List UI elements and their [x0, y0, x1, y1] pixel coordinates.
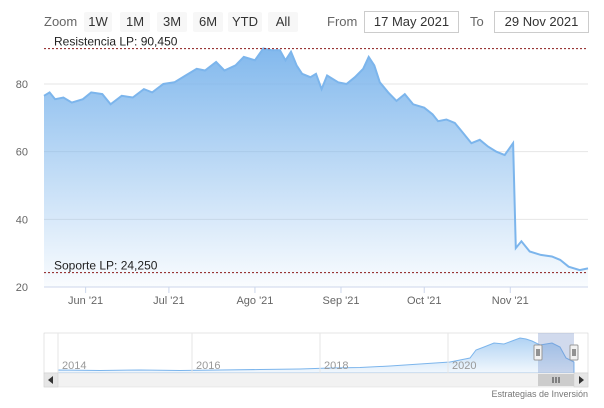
zoom-label: Zoom [44, 14, 78, 29]
navigator-left-handle[interactable] [533, 344, 543, 361]
scrollbar-track[interactable] [43, 372, 589, 388]
scrollbar[interactable] [43, 372, 589, 388]
plot-line-label: Soporte LP: 24,250 [54, 259, 158, 273]
zoom-1w-button[interactable]: 1W [84, 12, 112, 32]
arrow-right-icon [579, 376, 584, 384]
zoom-3m-button[interactable]: 3M [157, 12, 187, 32]
x-tick-label: Sep '21 [322, 295, 359, 307]
x-axis: Jun '21 Jul '21 Ago '21 Sep '21 Oct '21 Nov '… [68, 287, 529, 307]
y-tick-label: 40 [16, 214, 28, 226]
series-area [44, 48, 588, 287]
from-date-input[interactable]: 17 May 2021 [364, 11, 459, 33]
x-tick-label: Jul '21 [153, 295, 184, 307]
from-label: From [327, 14, 358, 29]
navigator-year-label: 2020 [452, 360, 476, 372]
y-axis-labels: 20 40 60 80 [16, 79, 28, 294]
arrow-left-icon [48, 376, 53, 384]
plot-lines: Resistencia LP: 90,450 Soporte LP: 24,250 [44, 35, 588, 274]
to-date-input[interactable]: 29 Nov 2021 [494, 11, 589, 33]
y-tick-label: 20 [16, 282, 28, 294]
plot-line-label: Resistencia LP: 90,450 [54, 35, 178, 49]
chart-credit: Estrategias de Inversión [491, 389, 588, 399]
zoom-ytd-button[interactable]: YTD [228, 12, 262, 32]
navigator-labels: 2014 2016 2018 2020 [57, 333, 476, 373]
navigator-series [57, 337, 575, 374]
zoom-6m-button[interactable]: 6M [193, 12, 223, 32]
navigator-year-label: 2016 [196, 360, 220, 372]
range-selector: Zoom 1W 1M 3M 6M YTD All From 17 May 202… [0, 0, 604, 40]
zoom-1m-button[interactable]: 1M [120, 12, 150, 32]
scroll-left-button[interactable] [43, 372, 59, 388]
x-tick-label: Oct '21 [407, 295, 442, 307]
navigator-year-label: 2014 [62, 360, 86, 372]
y-tick-label: 60 [16, 147, 28, 159]
navigator-selection[interactable] [538, 333, 574, 373]
navigator-year-label: 2018 [324, 360, 348, 372]
scroll-right-button[interactable] [573, 372, 589, 388]
navigator-right-handle[interactable] [569, 344, 579, 361]
x-tick-label: Jun '21 [68, 295, 103, 307]
y-tick-label: 80 [16, 79, 28, 91]
navigator[interactable]: 2014 2016 2018 2020 [43, 332, 589, 374]
x-tick-label: Nov '21 [492, 295, 529, 307]
series-line [43, 47, 589, 272]
to-label: To [470, 14, 484, 29]
x-tick-label: Ago '21 [236, 295, 273, 307]
zoom-all-button[interactable]: All [268, 12, 298, 32]
